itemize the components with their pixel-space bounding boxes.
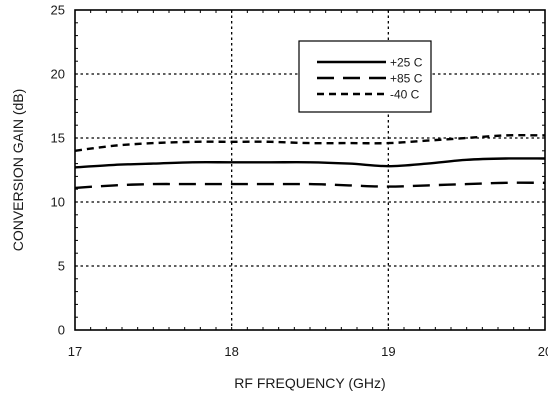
y-tick-label: 0: [58, 323, 65, 338]
y-tick-label: 25: [51, 3, 65, 18]
grid-lines: [75, 10, 545, 330]
legend: +25 C +85 C -40 C: [298, 40, 432, 113]
y-tick-label: 15: [51, 131, 65, 146]
legend-items: +25 C +85 C -40 C: [317, 56, 423, 102]
y-tick-label: 10: [51, 195, 65, 210]
series-line-1: [74, 181, 546, 190]
y-axis-label: CONVERSION GAIN (dB): [10, 89, 26, 252]
x-tick-label: 19: [381, 344, 395, 359]
minor-ticks: [74, 9, 546, 331]
legend-label-1: +85 C: [390, 72, 423, 86]
x-tick-label: 18: [224, 344, 238, 359]
x-axis-label: RF FREQUENCY (GHz): [234, 375, 385, 391]
legend-label-2: -40 C: [390, 88, 420, 102]
y-tick-label: 5: [58, 259, 65, 274]
series-line-0: [74, 157, 546, 169]
series-line-2: [74, 134, 546, 152]
x-tick-label: 17: [68, 344, 82, 359]
legend-box: [298, 40, 432, 113]
x-tick-label: 20: [538, 344, 548, 359]
y-tick-label: 20: [51, 67, 65, 82]
series-lines: [74, 134, 546, 190]
legend-label-0: +25 C: [390, 56, 423, 70]
tick-labels: 17 18 19 20 0 5 10 15 20 25: [51, 3, 548, 360]
